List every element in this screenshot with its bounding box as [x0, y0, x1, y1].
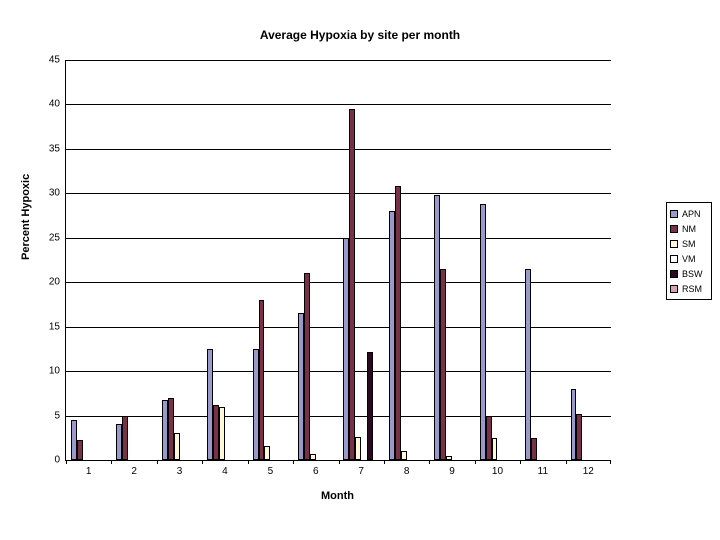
legend-item: BSW [670, 266, 708, 281]
chart-container: Average Hypoxia by site per month Percen… [0, 0, 720, 540]
x-tick-label: 4 [222, 460, 228, 477]
gridline [66, 193, 611, 194]
y-tick-label: 20 [49, 277, 66, 288]
legend-label: SM [682, 239, 696, 249]
legend-item: SM [670, 236, 708, 251]
x-tick-mark [66, 460, 67, 464]
bar-apn [525, 269, 531, 460]
x-tick-label: 12 [583, 460, 594, 477]
x-tick-mark [202, 460, 203, 464]
y-axis-label: Percent Hypoxic [20, 174, 32, 260]
y-tick-label: 40 [49, 99, 66, 110]
bar-nm [304, 273, 310, 460]
bar-sm [492, 438, 498, 460]
x-tick-mark [566, 460, 567, 464]
legend-item: RSM [670, 281, 708, 296]
legend-label: BSW [682, 269, 703, 279]
legend-swatch [670, 255, 678, 263]
legend-label: NM [682, 224, 696, 234]
x-tick-label: 1 [86, 460, 92, 477]
legend-swatch [670, 240, 678, 248]
legend-item: APN [670, 206, 708, 221]
x-tick-mark [111, 460, 112, 464]
x-tick-mark [293, 460, 294, 464]
bar-sm [310, 454, 316, 460]
x-tick-mark [157, 460, 158, 464]
x-tick-label: 6 [313, 460, 319, 477]
bar-sm [174, 433, 180, 460]
x-tick-label: 3 [177, 460, 183, 477]
gridline [66, 60, 611, 61]
bar-sm [219, 407, 225, 460]
x-tick-label: 5 [268, 460, 274, 477]
bar-sm [355, 437, 361, 460]
x-tick-mark [520, 460, 521, 464]
gridline [66, 238, 611, 239]
x-tick-label: 2 [131, 460, 137, 477]
y-tick-label: 45 [49, 55, 66, 66]
x-tick-label: 7 [358, 460, 364, 477]
gridline [66, 104, 611, 105]
bar-nm [576, 414, 582, 460]
legend-label: APN [682, 209, 701, 219]
x-tick-mark [429, 460, 430, 464]
legend-swatch [670, 225, 678, 233]
legend: APN NM SM VM BSW RSM [666, 202, 712, 300]
y-tick-label: 35 [49, 143, 66, 154]
y-tick-label: 10 [49, 366, 66, 377]
y-tick-label: 25 [49, 232, 66, 243]
bar-nm [77, 440, 83, 460]
plot-area: 051015202530354045123456789101112 [65, 60, 611, 461]
y-tick-label: 5 [54, 410, 66, 421]
x-tick-label: 9 [449, 460, 455, 477]
bar-nm [395, 186, 401, 460]
legend-label: VM [682, 254, 696, 264]
bar-nm [259, 300, 265, 460]
x-tick-mark [475, 460, 476, 464]
bar-nm [440, 269, 446, 460]
x-tick-mark [610, 460, 611, 464]
x-tick-mark [384, 460, 385, 464]
legend-swatch [670, 210, 678, 218]
legend-item: VM [670, 251, 708, 266]
legend-swatch [670, 285, 678, 293]
y-tick-label: 30 [49, 188, 66, 199]
gridline [66, 149, 611, 150]
legend-item: NM [670, 221, 708, 236]
bar-bsw [367, 352, 373, 460]
x-tick-label: 8 [404, 460, 410, 477]
legend-swatch [670, 270, 678, 278]
bar-nm [531, 438, 537, 460]
y-tick-label: 15 [49, 321, 66, 332]
legend-label: RSM [682, 284, 702, 294]
x-tick-mark [339, 460, 340, 464]
x-axis-label: Month [65, 490, 610, 502]
x-tick-label: 10 [492, 460, 503, 477]
bar-nm [122, 416, 128, 460]
bar-sm [446, 456, 452, 460]
x-tick-label: 11 [538, 460, 548, 477]
x-tick-mark [248, 460, 249, 464]
bar-nm [349, 109, 355, 460]
bar-sm [401, 451, 407, 460]
bar-sm [264, 446, 270, 460]
chart-title: Average Hypoxia by site per month [0, 28, 720, 42]
y-tick-label: 0 [54, 455, 66, 466]
